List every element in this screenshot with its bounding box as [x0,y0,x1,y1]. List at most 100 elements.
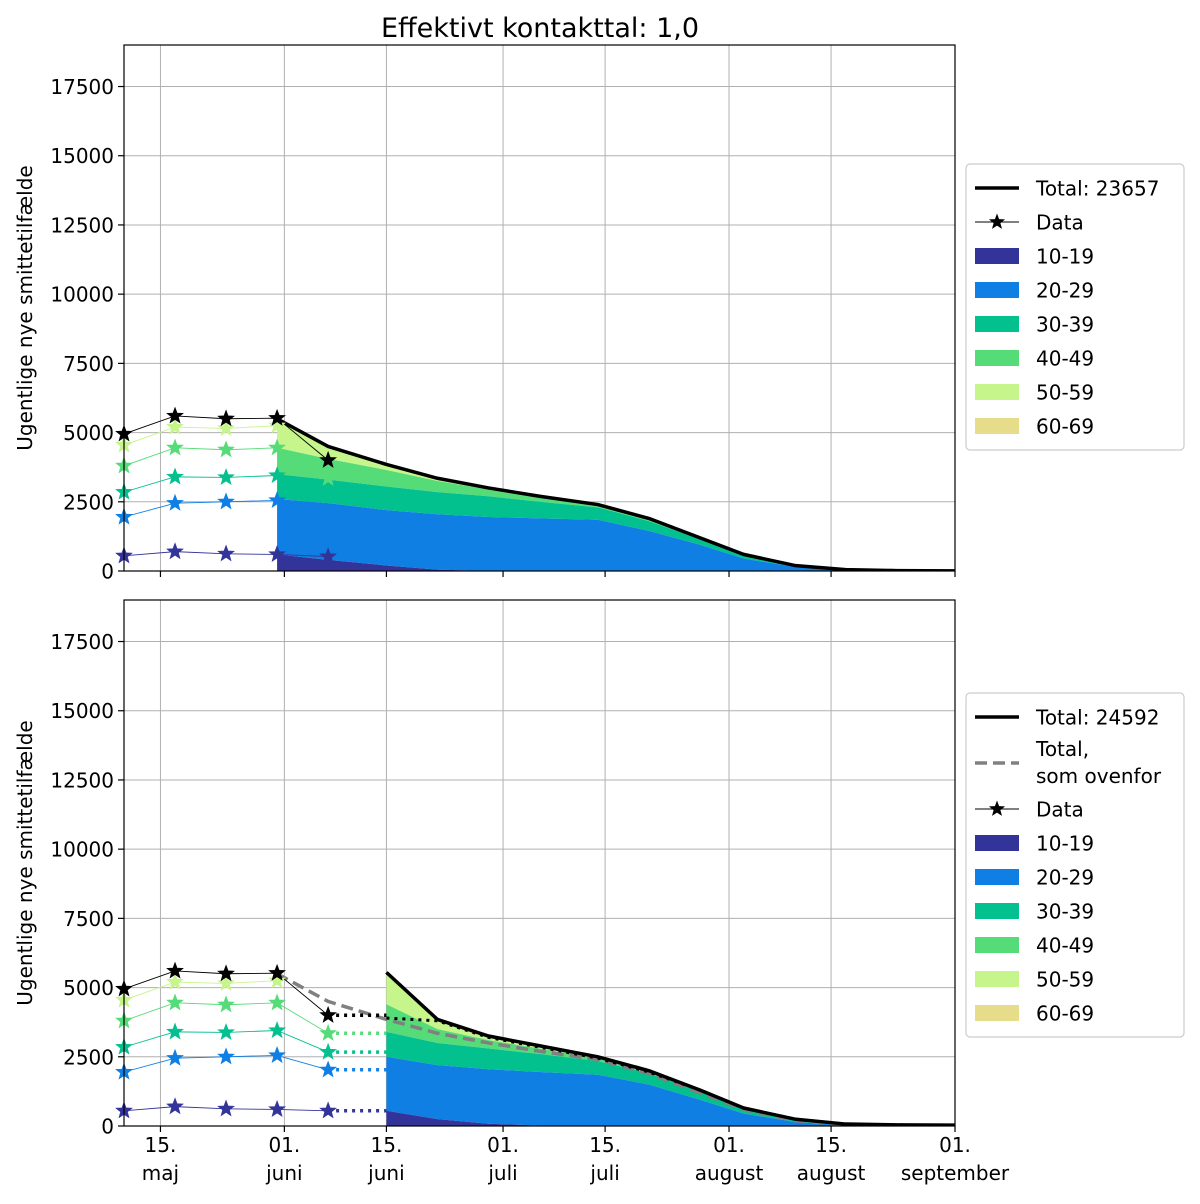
legend-label: 30-39 [1036,900,1094,924]
data-point-Data [166,406,184,424]
data-point-20-29 [268,1046,286,1063]
plot-frame [123,599,956,1127]
x-tick-label: juli [589,1161,619,1185]
x-tick-label: august [695,1161,764,1185]
data-point-10-19 [166,1097,184,1115]
legend: Total: 23657 Data 10-19 20-29 30-39 40-49 50-5… [965,163,1185,451]
legend-label: Data [1036,798,1084,822]
data-point-10-19 [268,545,286,562]
data-point-20-29 [166,493,184,511]
legend-swatch-30-39 [975,903,1019,919]
legend-label: 60-69 [1036,415,1094,439]
data-point-40-49 [217,440,235,458]
y-tick-label: 5000 [63,421,114,445]
data-point-Data [217,409,235,427]
area-10-19 [386,1110,955,1126]
x-tick-label: 01. [268,1133,300,1157]
data-point-10-19 [217,1099,235,1117]
data-point-Data [319,1005,338,1023]
legend-label: Total, [1035,737,1089,761]
x-tick-label: 01. [939,1133,971,1157]
data-point-20-29 [217,492,235,510]
legend-data-star [988,213,1006,229]
legend-label: 60-69 [1036,1002,1094,1026]
y-tick-label: 15000 [50,699,114,723]
legend-label: 50-59 [1036,381,1094,405]
y-tick-label: 17500 [50,75,114,99]
x-tick-label: 01. [487,1133,519,1157]
y-tick-label: 5000 [63,976,114,1000]
plot-area [124,415,955,571]
data-point-50-59 [166,972,184,990]
x-tick-label: 15. [371,1133,403,1157]
legend-label: Total: 23657 [1035,177,1159,201]
legend-swatch-50-59 [975,971,1019,987]
plot-area [124,970,955,1126]
legend-swatch-20-29 [975,869,1019,885]
plot-frame [123,44,956,572]
data-point-40-49 [166,438,184,456]
data-line-50-59 [124,425,278,446]
legend-label: 20-29 [1036,866,1094,890]
data-point-30-39 [268,1021,286,1039]
data-point-10-19 [268,1100,286,1117]
legend: Total: 24592 Total, som ovenfor Data 10-19 20… [965,692,1185,1038]
y-tick-label: 0 [101,1115,114,1139]
y-tick-label: 2500 [63,490,114,514]
x-tick-label: 15. [589,1133,621,1157]
data-point-40-49 [319,1023,338,1041]
data-point-40-49 [268,438,286,456]
y-axis-label: Ugentlige nye smittetilfælde [13,720,37,1005]
data-point-50-59 [166,417,184,435]
x-tick-label: juni [265,1161,302,1185]
total-line [276,417,955,571]
data-point-20-29 [217,1047,235,1065]
data-point-Data [217,964,235,982]
data-point-30-39 [217,468,235,485]
panel-bottom: 0 2500 5000 7500 10000 12500 15000 17500 15. maj 0… [13,599,1185,1185]
area-10-19 [277,554,955,571]
legend-label: 40-49 [1036,347,1094,371]
y-tick-label: 12500 [50,213,114,237]
legend-box [965,692,1185,1038]
legend-label: 50-59 [1036,968,1094,992]
data-line-50-59 [124,980,278,1001]
legend-swatch-60-69 [975,418,1019,434]
data-point-40-49 [319,468,338,486]
data-point-Data [268,963,286,981]
legend-data-star [988,800,1006,816]
data-point-30-39 [319,486,338,504]
y-tick-label: 15000 [50,144,114,168]
x-tick-label: 15. [145,1133,177,1157]
data-point-50-59 [217,974,235,991]
data-point-30-39 [166,1022,184,1040]
x-tick-label: september [901,1161,1010,1185]
y-tick-label: 17500 [50,630,114,654]
legend-swatch-10-19 [975,835,1019,851]
data-point-40-49 [166,993,184,1011]
legend-label: Data [1036,211,1084,235]
x-tick-label: juni [367,1161,404,1185]
area-30-39 [277,474,955,571]
data-point-50-59 [268,971,286,989]
legend-label: 40-49 [1036,934,1094,958]
data-point-20-29 [166,1048,184,1066]
data-point-Data [166,961,184,979]
y-tick-label: 7500 [63,907,114,931]
legend-label: 30-39 [1036,313,1094,337]
data-point-20-29 [268,491,286,508]
data-point-30-39 [217,1023,235,1040]
y-tick-label: 2500 [63,1045,114,1069]
legend-label: som ovenfor [1036,764,1162,788]
y-tick-label: 12500 [50,768,114,792]
data-point-Data [319,450,338,468]
x-tick-label: juli [487,1161,517,1185]
y-tick-label: 0 [101,560,114,584]
legend-swatch-30-39 [975,316,1019,332]
data-point-Data [268,408,286,426]
data-point-30-39 [268,466,286,484]
panel-top: 0 2500 5000 7500 10000 12500 15000 17500 Ugentli… [13,44,1185,584]
x-tick-label: 15. [815,1133,847,1157]
data-point-40-49 [217,995,235,1013]
